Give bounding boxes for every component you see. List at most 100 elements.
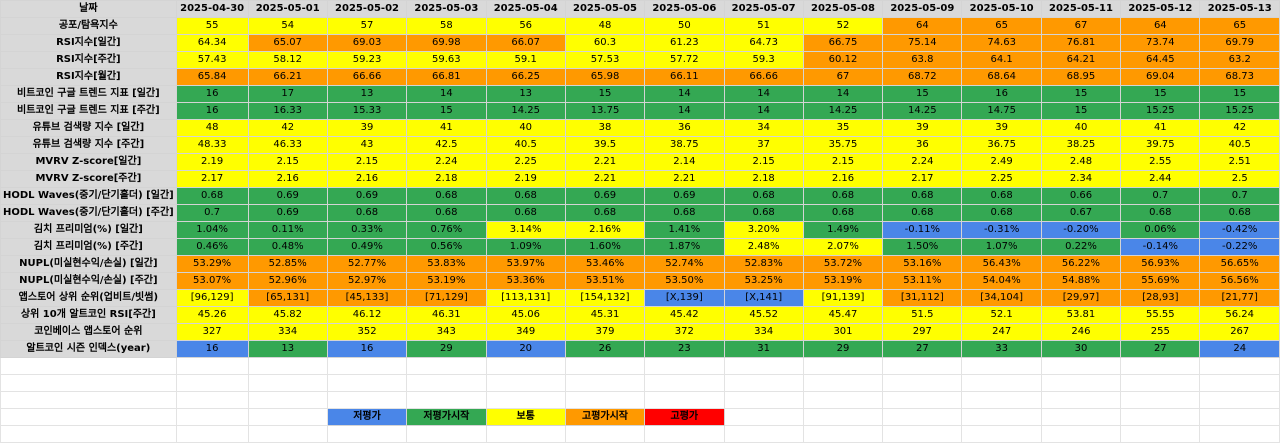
value-cell[interactable]: 52.74% bbox=[644, 255, 725, 273]
empty-cell[interactable] bbox=[326, 425, 408, 443]
value-cell[interactable]: 2.24 bbox=[406, 153, 487, 171]
value-cell[interactable]: 53.36% bbox=[485, 272, 566, 290]
value-cell[interactable]: 38.75 bbox=[644, 136, 725, 154]
value-cell[interactable]: 352 bbox=[326, 323, 408, 341]
value-cell[interactable]: 46.33 bbox=[247, 136, 328, 154]
value-cell[interactable]: 13 bbox=[485, 85, 566, 103]
value-cell[interactable]: -0.42% bbox=[1199, 221, 1280, 239]
value-cell[interactable]: 2.14 bbox=[644, 153, 725, 171]
empty-cell[interactable] bbox=[802, 408, 884, 426]
empty-cell[interactable] bbox=[882, 357, 963, 375]
value-cell[interactable]: 2.48% bbox=[723, 238, 804, 256]
value-cell[interactable]: 0.67 bbox=[1040, 204, 1122, 222]
value-cell[interactable]: [28,93] bbox=[1120, 289, 1201, 307]
row-label-cell[interactable]: NUPL(미실현수익/손실) [주간] bbox=[0, 272, 177, 290]
value-cell[interactable]: 40 bbox=[1040, 119, 1122, 137]
value-cell[interactable]: 40.5 bbox=[485, 136, 566, 154]
value-cell[interactable]: 0.68 bbox=[723, 187, 804, 205]
empty-cell[interactable] bbox=[961, 374, 1042, 392]
value-cell[interactable]: 68.73 bbox=[1199, 68, 1280, 86]
value-cell[interactable]: 59.23 bbox=[326, 51, 408, 69]
empty-cell[interactable] bbox=[326, 391, 408, 409]
value-cell[interactable]: 46.12 bbox=[326, 306, 408, 324]
value-cell[interactable]: 45.47 bbox=[802, 306, 884, 324]
value-cell[interactable]: 0.68 bbox=[485, 187, 566, 205]
empty-cell[interactable] bbox=[961, 391, 1042, 409]
value-cell[interactable]: 1.87% bbox=[644, 238, 725, 256]
value-cell[interactable]: 0.68 bbox=[564, 204, 646, 222]
value-cell[interactable]: 0.7 bbox=[1199, 187, 1280, 205]
value-cell[interactable]: 64.21 bbox=[1040, 51, 1122, 69]
value-cell[interactable]: 14 bbox=[406, 85, 487, 103]
value-cell[interactable]: 60.12 bbox=[802, 51, 884, 69]
value-cell[interactable]: [34,104] bbox=[961, 289, 1042, 307]
empty-cell[interactable] bbox=[247, 374, 328, 392]
value-cell[interactable]: 0.49% bbox=[326, 238, 408, 256]
value-cell[interactable]: 372 bbox=[644, 323, 725, 341]
value-cell[interactable]: 52 bbox=[802, 17, 884, 35]
value-cell[interactable]: 13 bbox=[247, 340, 328, 358]
empty-cell[interactable] bbox=[406, 391, 487, 409]
value-cell[interactable]: 65 bbox=[961, 17, 1042, 35]
value-cell[interactable]: 65 bbox=[1199, 17, 1280, 35]
value-cell[interactable]: 66.07 bbox=[485, 34, 566, 52]
empty-cell[interactable] bbox=[0, 357, 177, 375]
value-cell[interactable]: 14 bbox=[802, 85, 884, 103]
value-cell[interactable]: [65,131] bbox=[247, 289, 328, 307]
date-header-cell[interactable]: 2025-05-11 bbox=[1040, 0, 1122, 18]
empty-cell[interactable] bbox=[247, 391, 328, 409]
date-header-cell[interactable]: 2025-05-03 bbox=[406, 0, 487, 18]
value-cell[interactable]: 56.22% bbox=[1040, 255, 1122, 273]
value-cell[interactable]: 53.81 bbox=[1040, 306, 1122, 324]
value-cell[interactable]: 69.98 bbox=[406, 34, 487, 52]
empty-cell[interactable] bbox=[723, 374, 804, 392]
value-cell[interactable]: 68.64 bbox=[961, 68, 1042, 86]
value-cell[interactable]: 23 bbox=[644, 340, 725, 358]
value-cell[interactable]: 2.21 bbox=[564, 153, 646, 171]
value-cell[interactable]: 2.51 bbox=[1199, 153, 1280, 171]
value-cell[interactable]: 16 bbox=[961, 85, 1042, 103]
value-cell[interactable]: 2.49 bbox=[961, 153, 1042, 171]
value-cell[interactable]: [91,139] bbox=[802, 289, 884, 307]
value-cell[interactable]: 30 bbox=[1040, 340, 1122, 358]
value-cell[interactable]: 0.68 bbox=[882, 204, 963, 222]
value-cell[interactable]: 57.53 bbox=[564, 51, 646, 69]
value-cell[interactable]: 33 bbox=[961, 340, 1042, 358]
empty-cell[interactable] bbox=[1040, 408, 1122, 426]
value-cell[interactable]: 1.50% bbox=[882, 238, 963, 256]
empty-cell[interactable] bbox=[1120, 374, 1201, 392]
value-cell[interactable]: 3.20% bbox=[723, 221, 804, 239]
value-cell[interactable]: 15 bbox=[1040, 85, 1122, 103]
value-cell[interactable]: 14 bbox=[644, 85, 725, 103]
date-header-cell[interactable]: 2025-05-07 bbox=[723, 0, 804, 18]
value-cell[interactable]: 56.56% bbox=[1199, 272, 1280, 290]
value-cell[interactable]: -0.14% bbox=[1120, 238, 1201, 256]
empty-cell[interactable] bbox=[326, 357, 408, 375]
value-cell[interactable]: 0.06% bbox=[1120, 221, 1201, 239]
value-cell[interactable]: 2.16% bbox=[564, 221, 646, 239]
value-cell[interactable]: 48 bbox=[175, 119, 249, 137]
value-cell[interactable]: 14.75 bbox=[961, 102, 1042, 120]
value-cell[interactable]: 45.31 bbox=[564, 306, 646, 324]
value-cell[interactable]: 66.66 bbox=[723, 68, 804, 86]
value-cell[interactable]: 2.16 bbox=[247, 170, 328, 188]
empty-cell[interactable] bbox=[644, 391, 725, 409]
value-cell[interactable]: 2.24 bbox=[882, 153, 963, 171]
value-cell[interactable]: 0.22% bbox=[1040, 238, 1122, 256]
value-cell[interactable]: 0.68 bbox=[485, 204, 566, 222]
value-cell[interactable]: 68.72 bbox=[882, 68, 963, 86]
value-cell[interactable]: 53.50% bbox=[644, 272, 725, 290]
empty-cell[interactable] bbox=[1120, 391, 1201, 409]
value-cell[interactable]: 36.75 bbox=[961, 136, 1042, 154]
value-cell[interactable]: 57 bbox=[326, 17, 408, 35]
value-cell[interactable]: 0.68 bbox=[326, 204, 408, 222]
value-cell[interactable]: -0.11% bbox=[882, 221, 963, 239]
value-cell[interactable]: 60.3 bbox=[564, 34, 646, 52]
empty-cell[interactable] bbox=[1120, 408, 1201, 426]
value-cell[interactable]: 26 bbox=[564, 340, 646, 358]
value-cell[interactable]: 13.75 bbox=[564, 102, 646, 120]
empty-cell[interactable] bbox=[644, 425, 725, 443]
value-cell[interactable]: 0.76% bbox=[406, 221, 487, 239]
value-cell[interactable]: 56 bbox=[485, 17, 566, 35]
row-label-cell[interactable]: RSI지수[월간] bbox=[0, 68, 177, 86]
